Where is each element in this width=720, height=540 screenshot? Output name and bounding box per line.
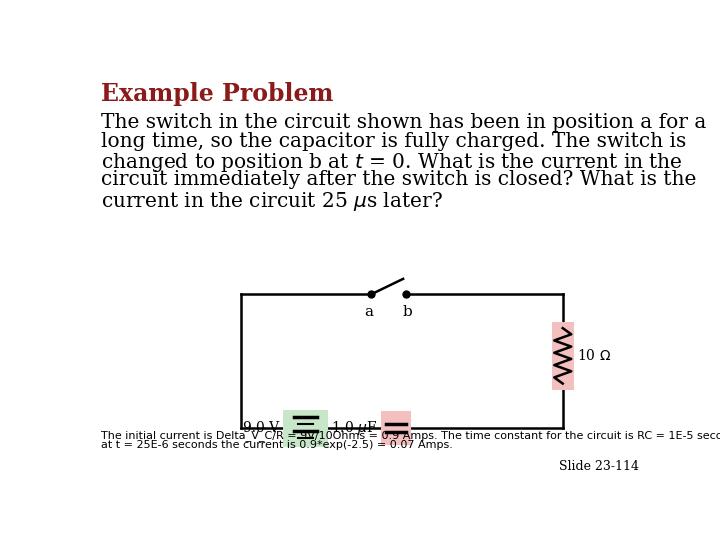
- Text: long time, so the capacitor is fully charged. The switch is: long time, so the capacitor is fully cha…: [101, 132, 686, 151]
- Text: The initial current is Delta_V_C/R = 9V/10Ohms = 0.9 Amps. The time constant for: The initial current is Delta_V_C/R = 9V/…: [101, 430, 720, 442]
- Text: current in the circuit 25 $\mu$s later?: current in the circuit 25 $\mu$s later?: [101, 190, 443, 213]
- Text: The switch in the circuit shown has been in position a for a: The switch in the circuit shown has been…: [101, 112, 706, 132]
- Text: 9.0 V: 9.0 V: [243, 421, 279, 435]
- Text: Slide 23-114: Slide 23-114: [559, 460, 639, 473]
- Text: changed to position b at $t$ = 0. What is the current in the: changed to position b at $t$ = 0. What i…: [101, 151, 683, 174]
- Text: Example Problem: Example Problem: [101, 82, 333, 106]
- Bar: [283, 410, 328, 447]
- Bar: [552, 322, 574, 390]
- Text: circuit immediately after the switch is closed? What is the: circuit immediately after the switch is …: [101, 170, 696, 190]
- Text: 1.0 $\mu$F: 1.0 $\mu$F: [331, 419, 377, 437]
- Text: b: b: [403, 305, 413, 319]
- Bar: [382, 411, 411, 445]
- Text: a: a: [364, 305, 374, 319]
- Text: 10 $\Omega$: 10 $\Omega$: [577, 348, 612, 363]
- Text: at t = 25E-6 seconds the current is 0.9*exp(-2.5) = 0.07 Amps.: at t = 25E-6 seconds the current is 0.9*…: [101, 440, 453, 450]
